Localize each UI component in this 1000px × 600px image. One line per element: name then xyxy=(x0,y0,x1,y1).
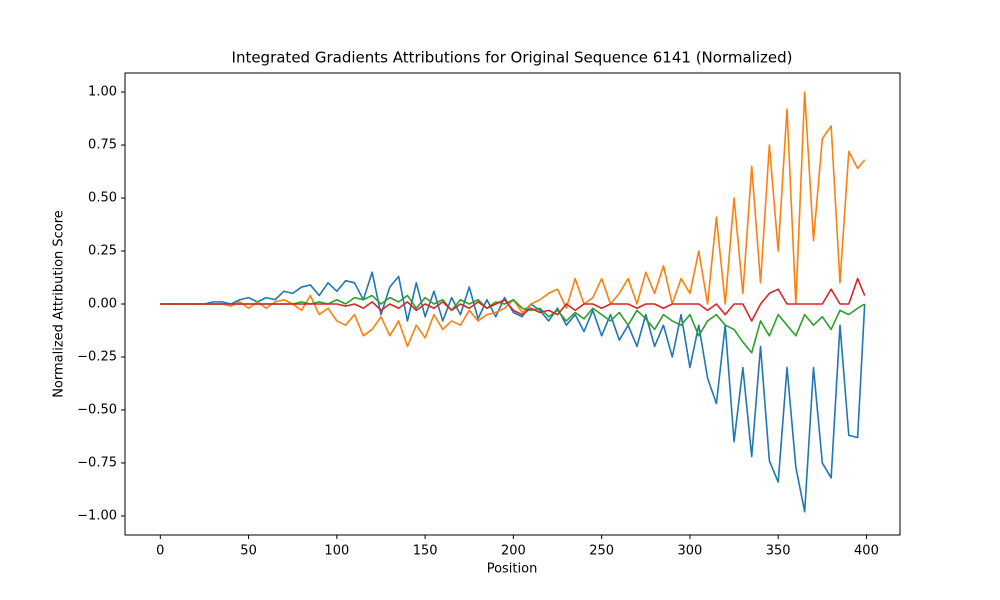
x-tick-label: 300 xyxy=(678,544,703,559)
y-tick-label: 0.00 xyxy=(88,297,117,312)
x-tick-label: 250 xyxy=(589,544,614,559)
x-tick-label: 0 xyxy=(156,544,164,559)
x-tick-label: 200 xyxy=(501,544,526,559)
y-tick-label: 0.50 xyxy=(88,191,117,206)
x-tick-label: 50 xyxy=(240,544,257,559)
series-line xyxy=(160,271,866,513)
plot-frame xyxy=(124,72,901,536)
chart-title: Integrated Gradients Attributions for Or… xyxy=(232,49,793,67)
y-tick-label: 0.75 xyxy=(88,138,117,153)
x-tick-label: 350 xyxy=(766,544,791,559)
x-tick-label: 150 xyxy=(413,544,438,559)
y-tick-label: −0.25 xyxy=(77,349,117,364)
series-line xyxy=(160,277,866,322)
y-tick-label: 1.00 xyxy=(88,85,117,100)
x-tick-label: 400 xyxy=(854,544,879,559)
y-axis-label: Normalized Attribution Score xyxy=(52,210,67,398)
y-tick-label: −0.75 xyxy=(77,455,117,470)
y-tick-label: −1.00 xyxy=(77,508,117,523)
y-tick-label: −0.50 xyxy=(77,402,117,417)
y-tick-label: 0.25 xyxy=(88,244,117,259)
x-tick-label: 100 xyxy=(324,544,349,559)
x-axis-label: Position xyxy=(487,562,538,577)
